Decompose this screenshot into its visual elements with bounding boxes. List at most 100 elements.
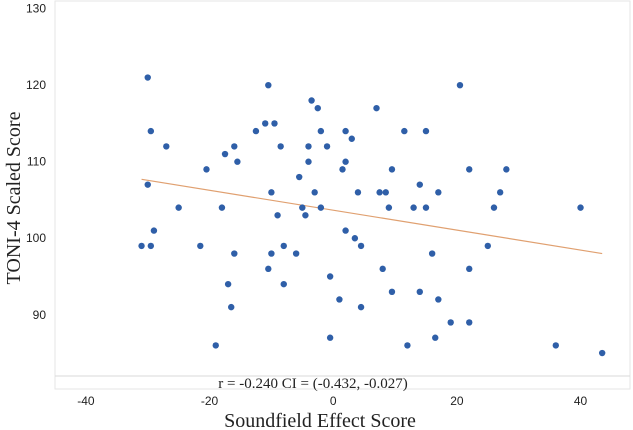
data-point [379, 265, 386, 273]
data-point [357, 303, 365, 311]
data-point [326, 273, 334, 280]
y-axis-title: TONI-4 Scaled Score [3, 111, 25, 284]
data-point [317, 204, 325, 211]
data-point [265, 81, 272, 89]
data-point [150, 227, 158, 234]
correlation-annotation: r = -0.240 CI = (-0.432, -0.027) [218, 376, 407, 392]
data-point [262, 120, 269, 127]
trendline [141, 178, 603, 255]
x-tick-labels: -40 -20 0 20 40 [77, 394, 587, 408]
y-tick-label: 120 [26, 78, 46, 92]
data-point [410, 204, 417, 211]
data-point [342, 158, 349, 165]
data-point [416, 181, 423, 188]
y-tick-label: 110 [27, 155, 46, 169]
data-point [466, 319, 473, 326]
data-point [274, 212, 281, 219]
y-tick-label: 100 [26, 231, 46, 245]
data-point [231, 143, 238, 150]
data-point [163, 143, 170, 150]
data-point [382, 189, 389, 196]
data-point [354, 189, 362, 196]
y-tick-label: 90 [33, 308, 47, 322]
data-point [228, 303, 235, 311]
x-tick-label: -40 [77, 394, 95, 408]
data-point [234, 158, 241, 165]
data-point [336, 296, 343, 303]
data-point [224, 280, 232, 288]
data-point [302, 212, 309, 219]
data-point [339, 166, 346, 173]
data-point [323, 143, 331, 150]
data-point [577, 204, 584, 211]
data-point [428, 250, 436, 257]
data-point [388, 288, 396, 296]
x-tick-label: 0 [330, 394, 337, 408]
trendline-layer [141, 178, 603, 255]
data-point [231, 250, 238, 257]
data-point [280, 280, 287, 288]
data-point [357, 242, 365, 250]
data-point [138, 242, 145, 250]
x-tick-label: 20 [450, 394, 464, 408]
data-point [422, 204, 430, 211]
data-point [404, 342, 411, 349]
data-point [466, 265, 473, 273]
data-point [296, 173, 303, 181]
data-point [432, 334, 439, 341]
x-axis-title: Soundfield Effect Score [224, 410, 416, 430]
data-point [175, 204, 182, 211]
data-point [308, 97, 315, 104]
data-point [503, 166, 510, 173]
data-point [416, 288, 423, 296]
data-point [351, 235, 359, 242]
data-point [484, 242, 491, 250]
data-point [271, 120, 278, 127]
plot-area-border [54, 0, 631, 390]
y-tick-label: 130 [26, 2, 46, 16]
data-point [314, 104, 321, 112]
data-point [496, 189, 504, 196]
data-point [299, 204, 306, 211]
data-point [552, 342, 560, 349]
data-point [277, 143, 284, 150]
data-points [138, 74, 606, 357]
data-point [326, 334, 334, 341]
data-point [376, 189, 383, 196]
data-point [197, 242, 204, 250]
data-point [388, 166, 396, 173]
data-point [252, 127, 260, 135]
data-point [221, 150, 229, 158]
data-point [435, 189, 442, 196]
data-point [317, 127, 325, 135]
data-point [147, 127, 155, 135]
x-tick-label: 40 [574, 394, 588, 408]
data-point [385, 204, 393, 211]
data-point [144, 181, 151, 188]
data-point [292, 250, 300, 257]
data-point [212, 342, 219, 349]
data-point [342, 127, 349, 135]
data-point [598, 349, 606, 357]
data-point [268, 189, 275, 196]
data-point [435, 296, 442, 303]
data-point [373, 104, 380, 112]
data-point [348, 135, 355, 142]
data-point [147, 242, 155, 250]
data-point [311, 189, 318, 196]
data-point [144, 74, 151, 81]
data-point [268, 250, 275, 257]
data-point [422, 127, 430, 135]
data-point [265, 265, 272, 273]
data-point [203, 166, 210, 173]
data-point [305, 143, 312, 150]
data-point [218, 204, 226, 211]
data-point [342, 227, 349, 234]
y-tick-labels: 90 100 110 120 130 [26, 2, 46, 322]
x-tick-label: -20 [201, 394, 219, 408]
data-point [305, 158, 312, 165]
data-point [456, 81, 464, 89]
data-point [447, 319, 454, 326]
